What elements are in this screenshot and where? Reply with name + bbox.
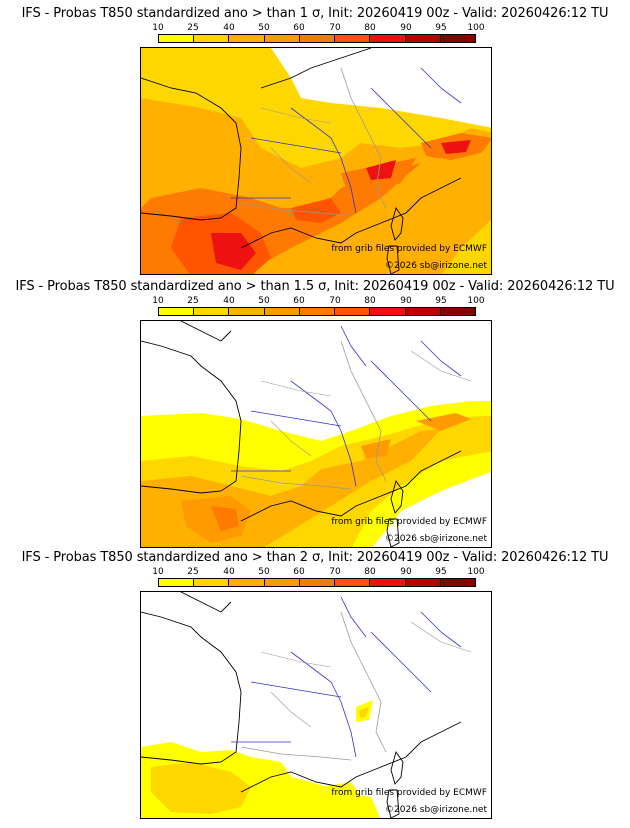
map-graphic	[141, 592, 491, 818]
colorbar-labels: 10 25 40 50 60 70 80 90 95 100	[150, 296, 500, 306]
scale-label: 50	[258, 567, 270, 577]
colorbar-swatch	[299, 579, 336, 586]
scale-label: 10	[152, 567, 164, 577]
colorbar	[158, 578, 476, 587]
colorbar-swatch	[335, 35, 371, 42]
scale-label: 90	[400, 567, 412, 577]
colorbar-swatch	[229, 308, 265, 315]
colorbar-swatch	[299, 308, 336, 315]
colorbar-swatch	[405, 308, 441, 315]
panel-title: IFS - Probas T850 standardized ano > tha…	[21, 6, 609, 21]
scale-label: 70	[329, 567, 341, 577]
scale-label: 10	[152, 23, 164, 33]
scale-label: 60	[293, 567, 305, 577]
copyright-note: ©2026 sb@irizone.net	[385, 534, 487, 544]
colorbar-swatch	[159, 579, 195, 586]
scale-label: 10	[152, 296, 164, 306]
panel-2: IFS - Probas T850 standardized ano > tha…	[0, 273, 630, 548]
colorbar-swatch	[405, 579, 441, 586]
colorbar-swatch	[370, 579, 406, 586]
scale-label: 80	[364, 23, 376, 33]
colorbar-swatch	[159, 308, 195, 315]
colorbar-swatch	[370, 35, 406, 42]
colorbar-swatch	[229, 579, 265, 586]
data-source-note: from grib files provided by ECMWF	[331, 244, 487, 254]
colorbar-swatch	[264, 35, 300, 42]
colorbar-swatch	[264, 308, 300, 315]
scale-label: 25	[187, 567, 199, 577]
data-source-note: from grib files provided by ECMWF	[331, 517, 487, 527]
scale-label: 95	[435, 567, 447, 577]
panel-1: IFS - Probas T850 standardized ano > tha…	[0, 0, 630, 275]
colorbar-swatch	[159, 35, 195, 42]
colorbar-labels: 10 25 40 50 60 70 80 90 95 100	[150, 23, 500, 33]
colorbar-swatch	[405, 35, 441, 42]
scale-label: 60	[293, 296, 305, 306]
colorbar-swatch	[194, 579, 230, 586]
copyright-note: ©2026 sb@irizone.net	[385, 805, 487, 815]
scale-label: 25	[187, 23, 199, 33]
probability-map: from grib files provided by ECMWF ©2026 …	[140, 47, 492, 275]
scale-label: 70	[329, 23, 341, 33]
copyright-note: ©2026 sb@irizone.net	[385, 261, 487, 271]
scale-label: 100	[467, 23, 485, 33]
scale-label: 80	[364, 296, 376, 306]
panel-title: IFS - Probas T850 standardized ano > tha…	[15, 279, 615, 294]
colorbar	[158, 34, 476, 43]
map-graphic	[141, 48, 491, 274]
scale-label: 50	[258, 296, 270, 306]
colorbar-swatch	[299, 35, 336, 42]
colorbar-swatch	[194, 35, 230, 42]
probability-map: from grib files provided by ECMWF ©2026 …	[140, 591, 492, 819]
colorbar-swatch	[440, 35, 475, 42]
colorbar-swatch	[335, 579, 371, 586]
colorbar-swatch	[370, 308, 406, 315]
colorbar-labels: 10 25 40 50 60 70 80 90 95 100	[150, 567, 500, 577]
map-graphic	[141, 321, 491, 547]
scale-label: 80	[364, 567, 376, 577]
probability-map: from grib files provided by ECMWF ©2026 …	[140, 320, 492, 548]
scale-label: 70	[329, 296, 341, 306]
colorbar-swatch	[440, 579, 475, 586]
scale-label: 90	[400, 23, 412, 33]
scale-label: 95	[435, 296, 447, 306]
scale-label: 40	[223, 23, 235, 33]
colorbar	[158, 307, 476, 316]
colorbar-swatch	[264, 579, 300, 586]
data-source-note: from grib files provided by ECMWF	[331, 788, 487, 798]
scale-label: 90	[400, 296, 412, 306]
scale-label: 100	[467, 296, 485, 306]
scale-label: 40	[223, 296, 235, 306]
scale-label: 40	[223, 567, 235, 577]
scale-label: 60	[293, 23, 305, 33]
colorbar-swatch	[335, 308, 371, 315]
colorbar-swatch	[194, 308, 230, 315]
colorbar-swatch	[229, 35, 265, 42]
scale-label: 100	[467, 567, 485, 577]
scale-label: 95	[435, 23, 447, 33]
panel-3: IFS - Probas T850 standardized ano > tha…	[0, 544, 630, 819]
scale-label: 25	[187, 296, 199, 306]
colorbar-swatch	[440, 308, 475, 315]
panel-title: IFS - Probas T850 standardized ano > tha…	[21, 550, 609, 565]
scale-label: 50	[258, 23, 270, 33]
